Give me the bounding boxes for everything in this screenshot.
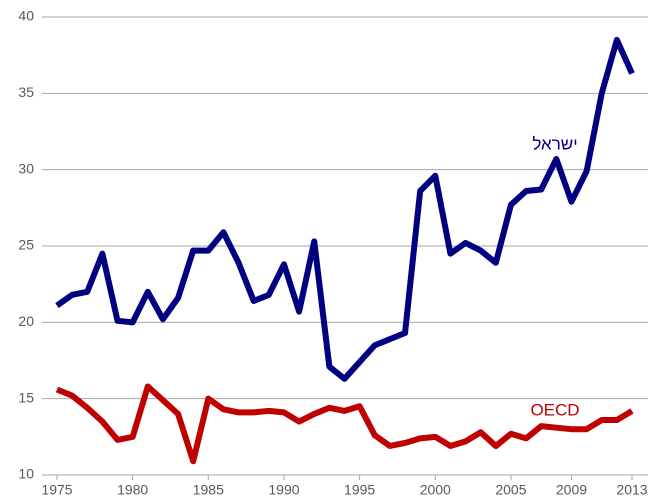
y-tick-label: 25: [18, 237, 34, 253]
y-tick-label: 30: [18, 160, 34, 176]
series-line: [55, 383, 634, 465]
x-tick-label: 2009: [556, 482, 587, 498]
y-tick-label: 35: [18, 84, 34, 100]
y-tick-label: 20: [18, 313, 34, 329]
y-tick-label: 15: [18, 389, 34, 405]
x-tick-label: 1980: [117, 482, 148, 498]
series-label: ישראל: [532, 134, 577, 153]
x-tick-label: 1995: [344, 482, 375, 498]
y-tick-label: 10: [18, 466, 34, 482]
y-tick-label: 40: [18, 8, 34, 24]
x-tick-label: 1990: [268, 482, 299, 498]
x-tick-label: 2005: [495, 482, 526, 498]
x-tick-label: 1975: [41, 482, 72, 498]
series-label: OECD: [530, 400, 579, 419]
x-tick-label: 2000: [420, 482, 451, 498]
x-tick-label: 1985: [193, 482, 224, 498]
series-line: [55, 36, 635, 382]
x-tick-label: 2013: [616, 482, 647, 498]
